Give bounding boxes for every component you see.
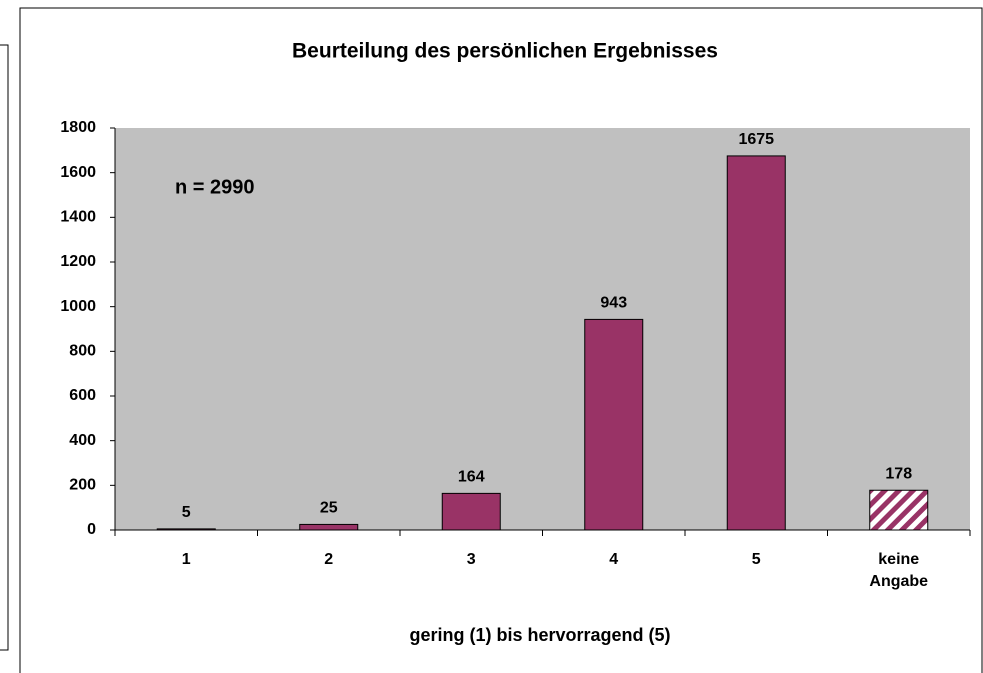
data-label: 178 bbox=[885, 465, 912, 482]
y-tick-label: 200 bbox=[69, 477, 96, 494]
y-tick-label: 1800 bbox=[60, 119, 96, 136]
x-axis-label: gering (1) bis hervorragend (5) bbox=[409, 625, 670, 645]
data-label: 5 bbox=[182, 504, 191, 521]
chart-frame bbox=[19, 7, 983, 673]
data-label: 164 bbox=[458, 469, 485, 486]
neighbor-frame bbox=[0, 44, 9, 651]
y-tick-label: 600 bbox=[69, 387, 96, 404]
y-tick-label: 1600 bbox=[60, 164, 96, 181]
bar bbox=[299, 523, 359, 531]
y-tick-label: 800 bbox=[69, 343, 96, 360]
data-label: 943 bbox=[600, 295, 627, 312]
bar bbox=[869, 489, 929, 531]
x-tick-label: 4 bbox=[609, 551, 618, 568]
bar bbox=[156, 528, 216, 531]
annotation: n = 2990 bbox=[175, 176, 255, 198]
chart-title: Beurteilung des persönlichen Ergebnisses bbox=[292, 40, 718, 63]
x-tick-label: 2 bbox=[324, 551, 333, 568]
x-tick-label: 5 bbox=[752, 551, 761, 568]
x-tick-label: keine Angabe bbox=[869, 551, 928, 590]
data-label: 1675 bbox=[738, 131, 774, 148]
x-tick-label: 3 bbox=[467, 551, 476, 568]
y-tick-label: 1400 bbox=[60, 209, 96, 226]
y-tick-label: 400 bbox=[69, 432, 96, 449]
bar bbox=[584, 318, 644, 531]
bar bbox=[441, 492, 501, 531]
bar bbox=[726, 155, 786, 531]
y-tick-label: 1200 bbox=[60, 253, 96, 270]
x-tick-label: 1 bbox=[182, 551, 191, 568]
y-tick-label: 1000 bbox=[60, 298, 96, 315]
y-tick-label: 0 bbox=[87, 521, 96, 538]
plot-area bbox=[115, 128, 970, 530]
data-label: 25 bbox=[320, 500, 338, 517]
